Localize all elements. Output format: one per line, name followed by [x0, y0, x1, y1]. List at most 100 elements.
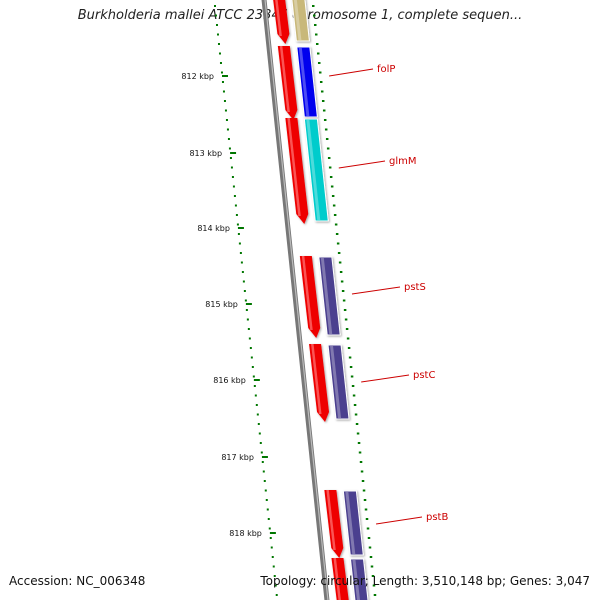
gc-dot	[366, 527, 370, 530]
gc-dot	[233, 195, 236, 197]
gc-dot	[360, 470, 364, 473]
gc-dot	[223, 100, 226, 102]
gene-feature-glmM[interactable]	[285, 118, 329, 224]
gc-dot	[247, 328, 250, 330]
gene-block[interactable]	[303, 118, 329, 222]
cds-arrow[interactable]	[285, 118, 309, 224]
gc-dot	[320, 90, 324, 93]
gc-dot	[351, 385, 355, 387]
gene-label-leader	[351, 286, 401, 295]
gene-block[interactable]	[291, 0, 310, 42]
gc-dot	[315, 43, 319, 45]
gc-dot	[221, 81, 224, 83]
gc-dot	[231, 176, 234, 178]
gc-dot	[372, 584, 376, 587]
gc-dot	[354, 413, 358, 416]
gc-dot	[245, 309, 248, 311]
gene-features[interactable]	[272, 0, 369, 600]
gc-dot	[215, 24, 218, 26]
gc-dot	[369, 556, 373, 558]
gc-dot	[240, 261, 243, 264]
gc-dot	[246, 318, 249, 321]
gc-dot	[349, 366, 353, 368]
gene-label-pstB: pstB	[426, 512, 448, 523]
cds-arrow-highlight	[287, 118, 301, 216]
gc-dot	[248, 337, 251, 340]
gc-dot	[370, 565, 374, 568]
gene-label-leader	[361, 374, 410, 383]
gene-feature-pstS[interactable]	[299, 256, 341, 338]
gene-block-highlight	[293, 0, 302, 40]
gc-dot	[312, 14, 316, 17]
scale-label: 813 kbp	[189, 149, 222, 158]
genome-summary-text: Topology: circular; Length: 3,510,148 bp…	[260, 574, 590, 588]
gene-block-highlight	[320, 258, 333, 334]
gc-dot	[252, 375, 255, 378]
gene-block[interactable]	[327, 344, 350, 420]
gc-dot	[365, 518, 369, 520]
scale-label: 818 kbp	[229, 529, 262, 538]
gene-feature[interactable]	[272, 0, 310, 44]
gc-dot	[367, 537, 371, 539]
gc-dot	[242, 280, 245, 283]
gc-dot	[356, 432, 360, 435]
gene-feature-pstB[interactable]	[324, 490, 364, 558]
gene-label-glmM: glmM	[389, 156, 417, 167]
gc-dot	[342, 299, 346, 302]
gc-dot	[322, 109, 326, 112]
gc-dot	[272, 565, 275, 568]
gene-block[interactable]	[318, 256, 341, 336]
gc-dot	[343, 309, 347, 311]
gc-dot	[363, 499, 367, 501]
gene-block[interactable]	[342, 490, 364, 556]
gc-dot	[346, 337, 350, 340]
gc-dot	[324, 128, 328, 131]
gc-dot	[259, 442, 262, 444]
gc-dot	[336, 242, 340, 245]
gc-dot	[253, 385, 256, 387]
gene-feature-pstC[interactable]	[309, 344, 350, 422]
gc-dot	[273, 575, 276, 577]
gene-label-leader	[376, 516, 423, 525]
gc-dot	[271, 556, 274, 558]
gc-dot	[269, 537, 272, 539]
gene-feature[interactable]	[331, 558, 369, 600]
cds-arrow-highlight	[301, 256, 313, 330]
gc-dot	[229, 157, 232, 159]
gc-dot	[362, 489, 366, 492]
gc-dot	[224, 109, 227, 112]
gc-dot	[250, 356, 253, 359]
gc-dot	[333, 214, 337, 216]
scale-label: 812 kbp	[181, 72, 214, 81]
gc-dot	[321, 100, 325, 102]
gc-dot	[350, 375, 354, 378]
gc-dot	[327, 157, 331, 159]
gene-block[interactable]	[296, 46, 318, 118]
gc-dot	[331, 195, 335, 197]
gc-dot	[237, 233, 240, 235]
gc-dot	[219, 62, 222, 64]
gene-labels: folP glmM pstS pstC pstB	[329, 64, 448, 525]
cds-arrow-highlight	[326, 490, 336, 550]
cds-arrow[interactable]	[272, 0, 290, 44]
accession-text: Accession: NC_006348	[9, 574, 146, 588]
gc-dot	[263, 480, 266, 482]
gc-dot	[323, 119, 327, 121]
gc-dot	[325, 138, 329, 140]
gc-dot	[335, 233, 339, 235]
gc-dot	[330, 185, 334, 188]
gc-dot	[217, 43, 220, 45]
gc-dot	[251, 366, 254, 368]
gc-dot	[260, 451, 263, 454]
gene-feature-folP[interactable]	[277, 46, 318, 120]
gc-dot	[352, 394, 356, 397]
gc-dot	[348, 356, 352, 359]
gc-dot	[317, 62, 321, 64]
gc-dot	[328, 166, 332, 169]
gc-dot	[238, 242, 241, 245]
gc-dot	[339, 271, 343, 273]
gene-block[interactable]	[349, 558, 369, 600]
gc-dot	[267, 518, 270, 520]
gc-dot	[218, 52, 221, 55]
